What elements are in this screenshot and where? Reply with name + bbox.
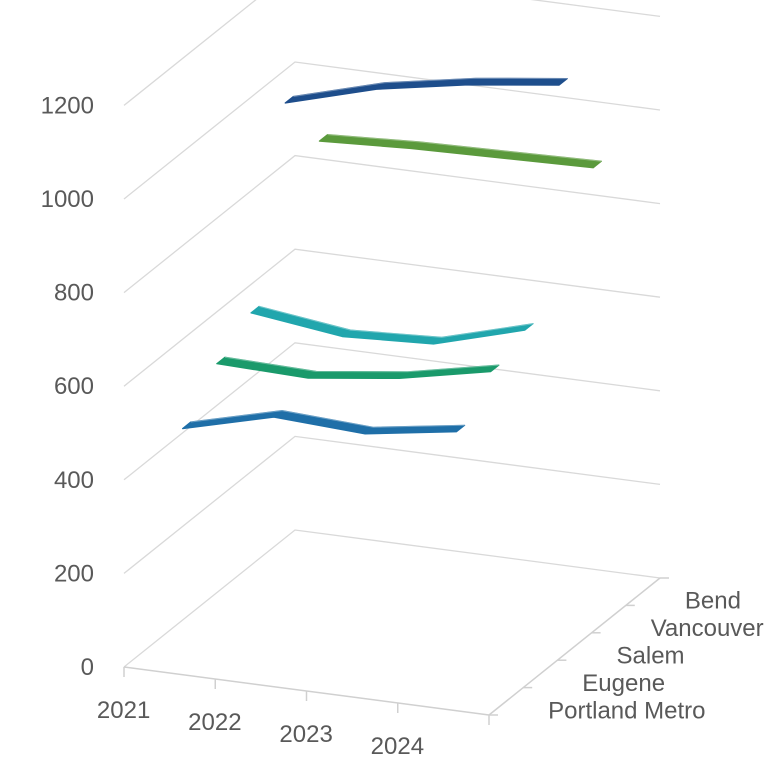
series-ribbon-salem	[250, 305, 534, 345]
y-tick-label: 400	[54, 467, 94, 494]
y-tick-label: 800	[54, 280, 94, 307]
y-tick-label: 200	[54, 560, 94, 587]
series-ribbon-edge	[224, 356, 499, 373]
axes	[123, 577, 669, 725]
x-tick-label: 2024	[371, 733, 424, 760]
x-tick-label: 2021	[97, 697, 150, 724]
depth-tick-label: Vancouver	[651, 615, 764, 642]
x-tick-label: 2022	[188, 709, 241, 736]
depth-tick-label: Bend	[685, 588, 741, 615]
depth-tick-label: Portland Metro	[548, 697, 705, 724]
series-ribbon-portland-metro	[182, 410, 466, 435]
gridline	[123, 0, 661, 106]
series-ribbon-edge	[190, 410, 465, 428]
gridline	[123, 248, 661, 387]
y-tick-label: 600	[54, 373, 94, 400]
y-tick-label: 1200	[41, 92, 94, 119]
gridline	[123, 435, 661, 574]
gridline	[123, 61, 661, 200]
series-lines	[182, 77, 603, 435]
depth-tick-label: Salem	[617, 643, 685, 670]
series-ribbon-eugene	[216, 356, 500, 379]
series-ribbon-edge	[327, 134, 602, 162]
tick-labels: 0 200 400 600 800 1000 1200 2021 2022 2023 2024 Por…	[41, 92, 764, 760]
depth-tick-label: Eugene	[582, 670, 665, 697]
y-tick-label: 1000	[41, 186, 94, 213]
gridline	[123, 154, 661, 294]
series-ribbon-bend	[318, 134, 603, 169]
gridline	[123, 529, 661, 668]
series-ribbon-edge	[293, 77, 568, 97]
y-tick-label: 0	[81, 654, 94, 681]
gridlines	[123, 0, 661, 668]
depth-axis-line	[488, 577, 661, 716]
x-tick-label: 2023	[279, 721, 332, 748]
gridline	[123, 342, 661, 481]
series-ribbon-vancouver	[284, 77, 568, 104]
series-ribbon-edge	[259, 305, 534, 338]
